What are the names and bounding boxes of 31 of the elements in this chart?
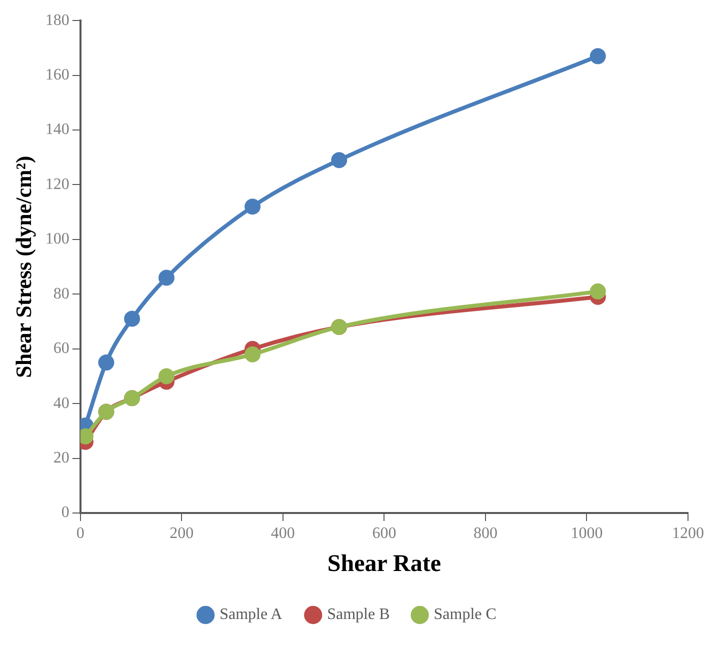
x-tick-label: 400 xyxy=(270,524,295,542)
y-tick-label: 80 xyxy=(53,285,70,302)
point xyxy=(158,270,174,286)
y-tick-label: 160 xyxy=(45,66,70,84)
legend-label: Sample C xyxy=(434,606,496,624)
point xyxy=(244,346,261,362)
point xyxy=(158,368,174,384)
y-tick-label: 20 xyxy=(53,449,70,466)
point xyxy=(124,310,140,327)
y-tick-label: 180 xyxy=(45,12,70,29)
point xyxy=(331,152,348,168)
point xyxy=(590,48,606,64)
y-tick-label: 140 xyxy=(45,121,70,138)
x-tick-label: 0 xyxy=(76,524,84,542)
y-tick-label: 40 xyxy=(53,394,70,412)
x-tick-label: 800 xyxy=(473,524,498,542)
point xyxy=(98,354,114,371)
y-tick-label: 100 xyxy=(45,230,70,248)
point xyxy=(590,283,606,300)
x-axis-title: Shear Rate xyxy=(327,550,442,577)
x-tick-label: 1200 xyxy=(672,524,704,542)
legend-label: Sample A xyxy=(220,606,283,624)
point xyxy=(244,198,261,215)
y-tick-label: 60 xyxy=(53,340,70,358)
y-tick-label: 0 xyxy=(61,504,70,522)
x-tick-label: 1000 xyxy=(570,524,603,542)
y-tick-label: 120 xyxy=(45,176,70,193)
y-axis-title: Shear Stress (dyne/cm²) xyxy=(10,156,36,378)
x-tick-label: 200 xyxy=(170,524,194,542)
x-tick-label: 600 xyxy=(372,524,396,542)
legend-label: Sample B xyxy=(327,606,390,624)
